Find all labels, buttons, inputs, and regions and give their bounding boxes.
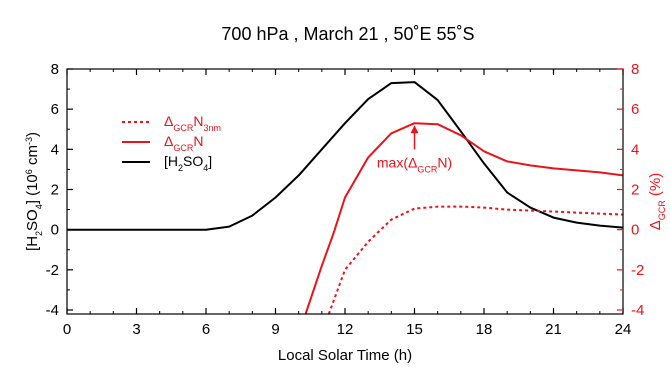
legend-label-dn3: ΔGCRN3nm [164, 113, 221, 133]
x-tick-label: 18 [476, 321, 493, 338]
y-left-tick-label: 4 [51, 141, 59, 158]
y-left-axis-title: [H2SO4] (106 cm-3) [24, 132, 44, 251]
series-line-dn3 [327, 205, 623, 314]
x-tick-label: 0 [63, 321, 71, 338]
legend-label-h2so4: [H2SO4] [164, 153, 212, 173]
x-tick-label: 21 [545, 321, 562, 338]
plot-frame [66, 68, 624, 315]
y-right-tick-label: -2 [631, 262, 644, 279]
y-right-tick-label: 2 [631, 181, 639, 198]
chart-title: 700 hPa , March 21 , 50˚E 55˚S [221, 24, 474, 44]
y-right-tick-label: 8 [631, 61, 639, 78]
y-left-tick-label: -2 [46, 262, 59, 279]
y-right-tick-label: 0 [631, 222, 639, 239]
x-tick-label: 12 [337, 321, 354, 338]
y-left-tick-label: 6 [51, 101, 59, 118]
svg-text:[H2SO4] (106 cm-3): [H2SO4] (106 cm-3) [24, 132, 44, 251]
annotation-label: max(ΔGCRN) [377, 154, 452, 174]
y-left-tick-label: 0 [51, 222, 59, 239]
y-left-tick-label: -4 [46, 302, 59, 319]
y-right-axis-title: ΔGCR (%) [647, 173, 667, 231]
series-line-h2so4 [67, 81, 623, 231]
x-tick-label: 9 [271, 321, 279, 338]
x-tick-label: 3 [132, 321, 140, 338]
y-right-tick-label: 4 [631, 141, 639, 158]
series-line-dn [304, 122, 623, 314]
y-left-tick-label: 2 [51, 181, 59, 198]
svg-text:ΔGCR (%): ΔGCR (%) [647, 173, 667, 231]
y-right-tick-label: 6 [631, 101, 639, 118]
x-tick-label: 6 [202, 321, 210, 338]
x-tick-label: 15 [406, 321, 423, 338]
annotation-arrow-head [410, 125, 419, 134]
x-tick-label: 24 [615, 321, 632, 338]
y-left-tick-label: 8 [51, 61, 59, 78]
legend-label-dn: ΔGCRN [164, 133, 203, 153]
x-axis-title: Local Solar Time (h) [278, 347, 412, 364]
y-right-tick-label: -4 [631, 302, 644, 319]
